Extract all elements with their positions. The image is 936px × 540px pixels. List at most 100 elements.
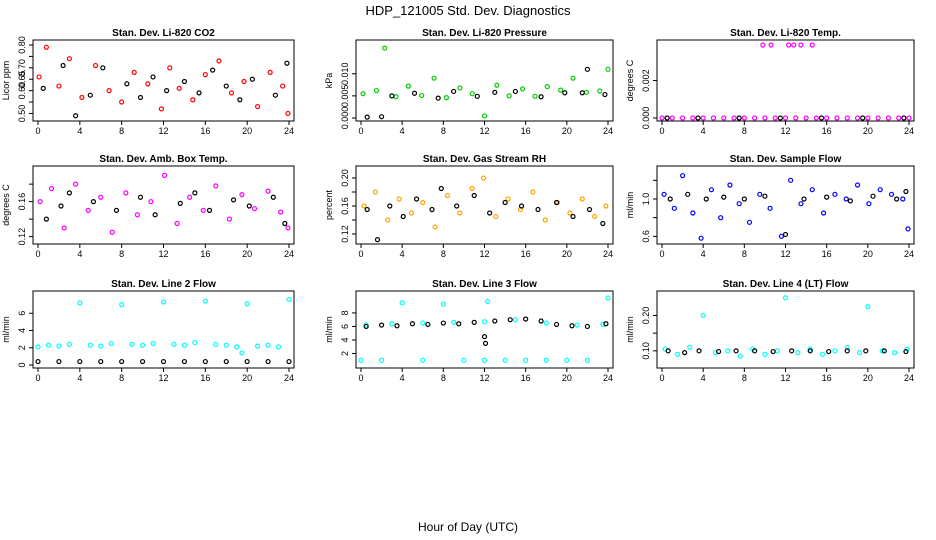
- x-tick-label: 24: [603, 373, 613, 383]
- x-tick-label: 4: [77, 373, 82, 383]
- x-tick-label: 0: [659, 249, 664, 259]
- data-point: [469, 185, 475, 192]
- data-point: [251, 206, 258, 212]
- data-point: [669, 115, 675, 121]
- data-point: [90, 199, 97, 205]
- data-point: [56, 358, 62, 365]
- y-tick-label: 0.60: [17, 82, 27, 100]
- data-point: [795, 350, 801, 356]
- data-point: [487, 210, 493, 216]
- data-point: [507, 317, 513, 323]
- data-point: [903, 188, 909, 195]
- data-point: [602, 91, 608, 98]
- data-point: [894, 196, 900, 202]
- data-point: [523, 357, 529, 363]
- data-point: [870, 193, 876, 199]
- data-point: [583, 89, 589, 95]
- data-point: [696, 348, 702, 354]
- data-point: [863, 348, 869, 354]
- data-point: [181, 78, 188, 85]
- data-point: [400, 213, 406, 220]
- data-point: [187, 194, 193, 200]
- data-point: [824, 115, 830, 121]
- x-tick-label: 12: [780, 126, 790, 136]
- x-tick-label: 4: [400, 373, 405, 383]
- data-point: [801, 196, 807, 202]
- data-point: [674, 351, 681, 357]
- data-point: [202, 358, 208, 365]
- data-point: [698, 235, 704, 241]
- y-tick-label: 0.50: [17, 105, 27, 123]
- data-point: [570, 213, 576, 220]
- x-tick-label: 12: [780, 249, 790, 259]
- data-point: [788, 177, 794, 183]
- data-point: [58, 203, 64, 209]
- panel-4: Stan. Dev. Amb. Box Temp. degrees C 0 4 8 12 1…: [1, 154, 295, 259]
- data-point: [420, 320, 426, 326]
- data-point: [789, 348, 795, 354]
- data-point: [444, 192, 451, 199]
- data-point: [579, 196, 585, 202]
- data-point: [905, 226, 911, 232]
- data-point: [249, 76, 255, 82]
- data-point: [35, 358, 41, 365]
- data-point: [440, 301, 446, 307]
- data-point: [43, 44, 49, 50]
- data-point: [361, 203, 367, 209]
- data-point: [481, 357, 488, 363]
- y-axis-label: ml/min: [1, 316, 11, 343]
- x-tick-label: 20: [242, 126, 252, 136]
- y-tick-label: 0.80: [17, 36, 27, 54]
- data-point: [280, 83, 286, 89]
- data-point: [544, 83, 550, 90]
- data-point: [603, 203, 609, 209]
- data-point: [782, 115, 789, 121]
- data-point: [809, 42, 815, 48]
- data-point: [174, 220, 180, 227]
- x-tick-label: 0: [659, 126, 664, 136]
- data-point: [494, 82, 500, 88]
- x-tick-label: 20: [863, 126, 873, 136]
- data-point: [106, 88, 112, 94]
- data-point: [56, 343, 62, 349]
- data-point: [139, 358, 146, 365]
- data-point: [435, 95, 441, 101]
- panel-title: Stan. Dev. Li-820 CO2: [112, 28, 215, 39]
- data-point: [451, 88, 457, 95]
- data-point: [679, 173, 686, 179]
- data-point: [285, 225, 291, 231]
- data-point: [196, 90, 202, 96]
- data-point: [530, 189, 536, 195]
- data-point: [512, 317, 518, 323]
- data-point: [741, 196, 747, 202]
- data-point: [877, 187, 883, 193]
- y-axis-label: percent: [324, 189, 334, 220]
- y-tick-label: 0.000: [641, 107, 651, 130]
- x-tick-label: 8: [742, 373, 747, 383]
- x-tick-label: 16: [822, 249, 832, 259]
- data-point: [223, 358, 229, 365]
- data-point: [60, 62, 66, 69]
- data-point: [129, 341, 135, 347]
- data-point: [387, 203, 393, 209]
- data-point: [66, 190, 72, 196]
- data-point: [481, 319, 488, 325]
- data-point: [364, 206, 370, 213]
- panel-title: Stan. Dev. Gas Stream RH: [423, 154, 546, 165]
- data-point: [66, 56, 72, 62]
- x-tick-label: 8: [441, 126, 446, 136]
- data-point: [409, 321, 416, 327]
- x-tick-label: 24: [904, 373, 914, 383]
- data-point: [703, 196, 709, 202]
- data-point: [695, 115, 701, 121]
- data-point: [586, 206, 593, 213]
- plot-frame: [32, 290, 295, 369]
- plot-frame: [656, 39, 915, 122]
- data-point: [109, 229, 115, 235]
- data-point: [791, 42, 797, 48]
- data-point: [192, 339, 198, 346]
- data-point: [716, 348, 722, 355]
- data-point: [275, 344, 282, 350]
- x-tick-label: 20: [863, 373, 873, 383]
